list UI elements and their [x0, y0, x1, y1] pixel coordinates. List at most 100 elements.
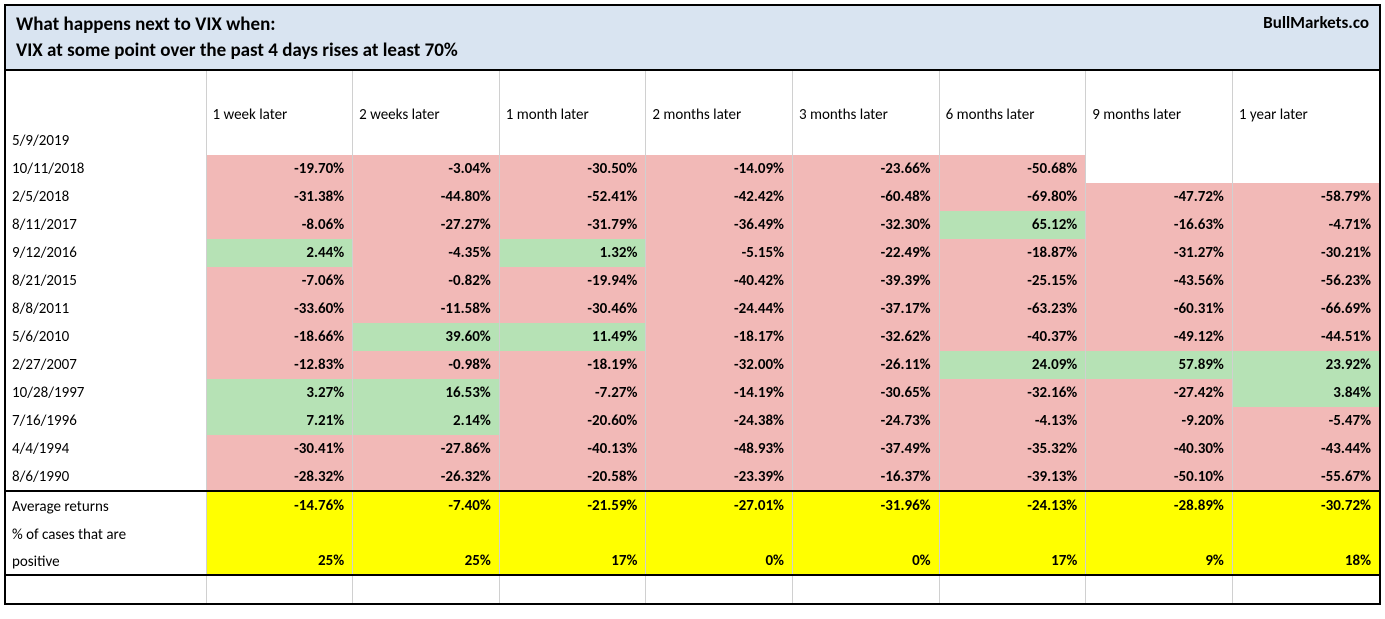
value-cell: -18.17%: [646, 323, 793, 351]
value-cell: [1232, 127, 1379, 155]
value-cell: -26.32%: [353, 463, 500, 491]
date-cell: 4/4/1994: [6, 435, 206, 463]
spacer-cell: [6, 71, 206, 99]
value-cell: -66.69%: [1232, 295, 1379, 323]
avg-returns-value: -24.13%: [939, 491, 1086, 519]
value-cell: -22.49%: [793, 239, 940, 267]
pct-positive-spacer: [499, 519, 646, 547]
value-cell: -60.31%: [1086, 295, 1233, 323]
spacer-cell: [6, 575, 206, 603]
date-cell: 8/21/2015: [6, 267, 206, 295]
value-cell: -24.44%: [646, 295, 793, 323]
brand-label: BullMarkets.co: [1263, 12, 1369, 33]
value-cell: [499, 127, 646, 155]
pct-positive-label-2: positive: [6, 547, 206, 575]
value-cell: [646, 127, 793, 155]
spacer-cell: [353, 71, 500, 99]
value-cell: -55.67%: [1232, 463, 1379, 491]
value-cell: -30.46%: [499, 295, 646, 323]
value-cell: 1.32%: [499, 239, 646, 267]
value-cell: -19.94%: [499, 267, 646, 295]
column-header: 6 months later: [939, 99, 1086, 127]
date-cell: 8/11/2017: [6, 211, 206, 239]
date-cell: 5/9/2019: [6, 127, 206, 155]
value-cell: 3.27%: [206, 379, 353, 407]
value-cell: -3.04%: [353, 155, 500, 183]
value-cell: 39.60%: [353, 323, 500, 351]
pct-positive-spacer: [206, 519, 353, 547]
value-cell: -58.79%: [1232, 183, 1379, 211]
avg-returns-value: -30.72%: [1232, 491, 1379, 519]
pct-positive-value: 0%: [646, 547, 793, 575]
value-cell: -9.20%: [1086, 407, 1233, 435]
value-cell: -27.42%: [1086, 379, 1233, 407]
value-cell: -40.30%: [1086, 435, 1233, 463]
value-cell: -4.71%: [1232, 211, 1379, 239]
value-cell: -36.49%: [646, 211, 793, 239]
date-cell: 10/28/1997: [6, 379, 206, 407]
value-cell: -40.13%: [499, 435, 646, 463]
table-frame: What happens next to VIX when: VIX at so…: [4, 4, 1381, 605]
value-cell: -43.56%: [1086, 267, 1233, 295]
value-cell: -37.17%: [793, 295, 940, 323]
value-cell: -0.82%: [353, 267, 500, 295]
value-cell: -4.35%: [353, 239, 500, 267]
value-cell: -18.19%: [499, 351, 646, 379]
value-cell: -7.06%: [206, 267, 353, 295]
spacer-cell: [939, 575, 1086, 603]
value-cell: -69.80%: [939, 183, 1086, 211]
avg-returns-value: -14.76%: [206, 491, 353, 519]
value-cell: -28.32%: [206, 463, 353, 491]
column-header: 2 weeks later: [353, 99, 500, 127]
value-cell: -40.42%: [646, 267, 793, 295]
value-cell: -23.39%: [646, 463, 793, 491]
column-header: 2 months later: [646, 99, 793, 127]
spacer-cell: [1232, 71, 1379, 99]
value-cell: -11.58%: [353, 295, 500, 323]
spacer-cell: [499, 575, 646, 603]
avg-returns-value: -7.40%: [353, 491, 500, 519]
pct-positive-value: 17%: [499, 547, 646, 575]
avg-returns-label: Average returns: [6, 491, 206, 519]
value-cell: -47.72%: [1086, 183, 1233, 211]
value-cell: -52.41%: [499, 183, 646, 211]
spacer-cell: [1086, 575, 1233, 603]
spacer-cell: [793, 575, 940, 603]
date-cell: 10/11/2018: [6, 155, 206, 183]
value-cell: -35.32%: [939, 435, 1086, 463]
value-cell: [353, 127, 500, 155]
value-cell: -14.09%: [646, 155, 793, 183]
spacer-cell: [206, 71, 353, 99]
pct-positive-label-1: % of cases that are: [6, 519, 206, 547]
value-cell: -43.44%: [1232, 435, 1379, 463]
value-cell: -31.38%: [206, 183, 353, 211]
date-cell: 7/16/1996: [6, 407, 206, 435]
spacer-cell: [646, 71, 793, 99]
value-cell: -25.15%: [939, 267, 1086, 295]
pct-positive-spacer: [353, 519, 500, 547]
date-cell: 9/12/2016: [6, 239, 206, 267]
date-cell: 8/8/2011: [6, 295, 206, 323]
value-cell: 11.49%: [499, 323, 646, 351]
spacer-cell: [1086, 71, 1233, 99]
value-cell: -39.39%: [793, 267, 940, 295]
value-cell: -31.79%: [499, 211, 646, 239]
pct-positive-spacer: [793, 519, 940, 547]
value-cell: 24.09%: [939, 351, 1086, 379]
value-cell: -16.63%: [1086, 211, 1233, 239]
pct-positive-spacer: [939, 519, 1086, 547]
value-cell: -50.68%: [939, 155, 1086, 183]
value-cell: -19.70%: [206, 155, 353, 183]
value-cell: -30.21%: [1232, 239, 1379, 267]
pct-positive-value: 9%: [1086, 547, 1233, 575]
column-header: 1 month later: [499, 99, 646, 127]
value-cell: -8.06%: [206, 211, 353, 239]
value-cell: -30.65%: [793, 379, 940, 407]
date-cell: 8/6/1990: [6, 463, 206, 491]
column-header: 1 year later: [1232, 99, 1379, 127]
value-cell: -44.51%: [1232, 323, 1379, 351]
value-cell: -50.10%: [1086, 463, 1233, 491]
value-cell: -26.11%: [793, 351, 940, 379]
avg-returns-value: -28.89%: [1086, 491, 1233, 519]
value-cell: 65.12%: [939, 211, 1086, 239]
